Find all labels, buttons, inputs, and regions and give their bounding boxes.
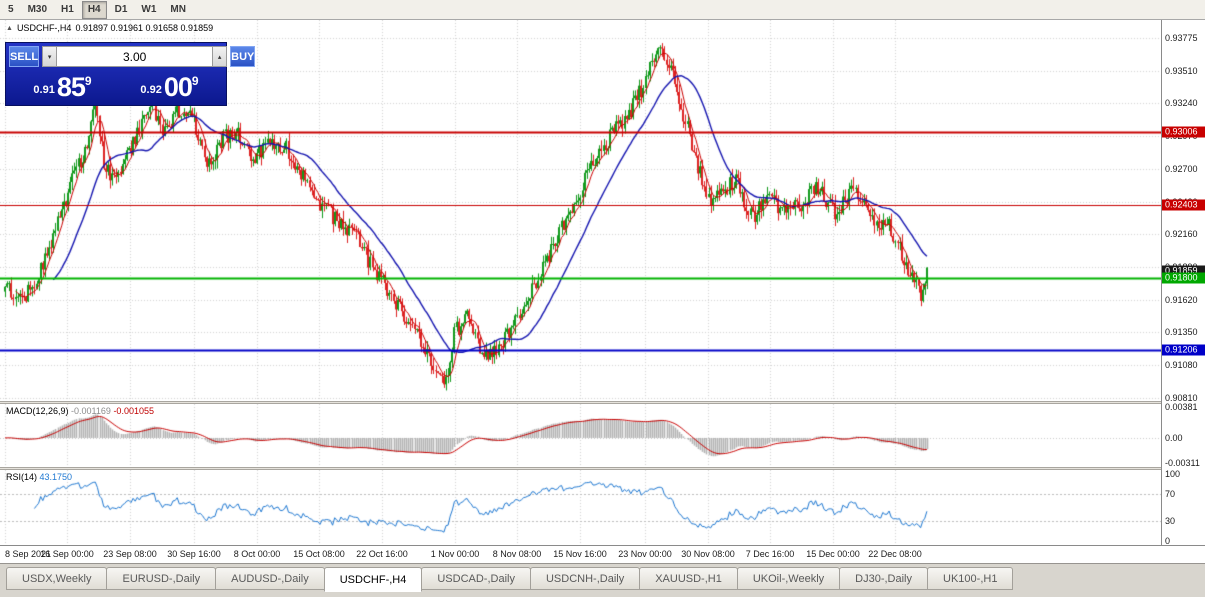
one-click-trading-panel: SELL ▾ ▴ BUY 0.91 85 9 0.92 00 9 bbox=[5, 42, 256, 106]
sell-price-prefix: 0.91 bbox=[33, 84, 55, 96]
rsi-value: 43.1750 bbox=[39, 472, 73, 482]
buy-price-pipette: 9 bbox=[191, 74, 199, 88]
time-axis-label: 23 Sep 08:00 bbox=[103, 549, 157, 559]
price-tag-0.92403: 0.92403 bbox=[1162, 199, 1205, 211]
rsi-axis-label: 30 bbox=[1165, 515, 1176, 526]
chart-tab-usdchf-h4[interactable]: USDCHF-,H4 bbox=[323, 567, 423, 592]
rsi-name: RSI(14) bbox=[6, 472, 38, 482]
time-axis-label: 15 Oct 08:00 bbox=[293, 549, 345, 559]
macd-main-value: -0.001169 bbox=[71, 406, 111, 416]
sell-button[interactable]: SELL bbox=[9, 46, 40, 67]
timeframe-button-m30[interactable]: M30 bbox=[27, 4, 48, 15]
price-tag-0.91859: 0.91859 bbox=[1162, 265, 1205, 277]
chart-tab-ukoil-weekly[interactable]: UKOil-,Weekly bbox=[736, 567, 841, 590]
buy-price[interactable]: 0.92 00 9 bbox=[116, 67, 223, 102]
macd-axis-label: 0.00381 bbox=[1165, 402, 1198, 413]
chart-tab-eurusd-daily[interactable]: EURUSD-,Daily bbox=[106, 567, 217, 590]
time-axis-label: 8 Oct 00:00 bbox=[233, 549, 281, 559]
time-axis-label: 30 Nov 08:00 bbox=[681, 549, 735, 559]
buy-price-prefix: 0.92 bbox=[140, 84, 162, 96]
chart-tab-uk100-h1[interactable]: UK100-,H1 bbox=[927, 567, 1014, 590]
time-axis-label: 8 Nov 08:00 bbox=[492, 549, 542, 559]
chart-tab-xauusd-h1[interactable]: XAUUSD-,H1 bbox=[639, 567, 738, 590]
rsi-label: RSI(14) 43.1750 bbox=[6, 472, 72, 482]
price-tag-0.91800: 0.91800 bbox=[1162, 272, 1205, 284]
chart-tab-usdcad-daily[interactable]: USDCAD-,Daily bbox=[421, 567, 531, 590]
macd-name: MACD(12,26,9) bbox=[6, 406, 69, 416]
volume-control: ▾ ▴ bbox=[42, 46, 228, 67]
price-axis-label: 0.91080 bbox=[1165, 360, 1198, 370]
time-axis[interactable]: 8 Sep 2021 16 Sep 00:00 23 Sep 08:00 30 Sep… bbox=[0, 545, 1205, 563]
time-axis-label: 7 Dec 16:00 bbox=[745, 549, 795, 559]
timeframe-button-w1[interactable]: W1 bbox=[141, 4, 157, 15]
chart-tab-dj30-daily[interactable]: DJ30-,Daily bbox=[839, 567, 929, 590]
buy-price-big-digits: 00 bbox=[163, 72, 193, 102]
price-tag-0.93006: 0.93006 bbox=[1162, 126, 1205, 138]
macd-canvas[interactable] bbox=[0, 404, 1161, 467]
macd-axis-label: -0.00311 bbox=[1165, 458, 1200, 469]
price-axis-label: 0.91350 bbox=[1165, 327, 1198, 338]
time-axis-label: 22 Dec 08:00 bbox=[868, 549, 922, 559]
chart-symbol-label: USDCHF-,H4 bbox=[16, 23, 72, 33]
rsi-axis-label: 70 bbox=[1165, 489, 1176, 500]
time-axis-label: 8 Sep 2021 bbox=[5, 549, 52, 559]
chart-region: ▲ USDCHF-,H4 0.91897 0.91961 0.91658 0.9… bbox=[0, 20, 1205, 563]
chart-tab-bar: USDX,Weekly EURUSD-,Daily AUDUSD-,Daily USD… bbox=[0, 563, 1205, 597]
volume-input[interactable] bbox=[57, 46, 213, 67]
time-axis-label: 30 Sep 16:00 bbox=[167, 549, 221, 559]
macd-pane-splitter[interactable] bbox=[0, 401, 1205, 404]
volume-decrease-button[interactable]: ▾ bbox=[42, 46, 58, 67]
rsi-pane-splitter[interactable] bbox=[0, 467, 1205, 470]
rsi-axis-label: 0 bbox=[1165, 536, 1171, 546]
buy-button[interactable]: BUY bbox=[230, 46, 256, 67]
collapse-panel-icon[interactable]: ▲ bbox=[6, 24, 13, 32]
chart-tab-usdx-weekly[interactable]: USDX,Weekly bbox=[6, 567, 108, 590]
price-axis-label: 0.92700 bbox=[1165, 163, 1198, 174]
volume-increase-button[interactable]: ▴ bbox=[212, 46, 228, 67]
time-axis-label: 22 Oct 16:00 bbox=[356, 549, 408, 559]
time-axis-label: 15 Nov 16:00 bbox=[553, 549, 607, 559]
time-axis-label: 23 Nov 00:00 bbox=[618, 549, 672, 559]
timeframe-button-h1[interactable]: H1 bbox=[61, 4, 74, 15]
time-axis-label: 1 Nov 00:00 bbox=[430, 549, 480, 559]
timeframe-button-d1[interactable]: D1 bbox=[114, 4, 128, 15]
macd-axis-label: 0.00 bbox=[1165, 432, 1183, 443]
chart-title: ▲ USDCHF-,H4 0.91897 0.91961 0.91658 0.9… bbox=[6, 23, 213, 33]
price-axis-label: 0.90810 bbox=[1165, 392, 1198, 403]
sell-price-pipette: 9 bbox=[84, 74, 92, 88]
price-axis-label: 0.93775 bbox=[1165, 33, 1198, 43]
chart-tab-usdcnh-daily[interactable]: USDCNH-,Daily bbox=[529, 567, 641, 590]
price-axis-label: 0.91620 bbox=[1165, 294, 1198, 305]
macd-label: MACD(12,26,9) -0.001169 -0.001055 bbox=[6, 406, 154, 416]
time-axis-label: 15 Dec 00:00 bbox=[806, 549, 860, 559]
chart-tab-audusd-daily[interactable]: AUDUSD-,Daily bbox=[215, 567, 325, 590]
timeframe-button-5[interactable]: 5 bbox=[8, 4, 14, 15]
sell-price-big-digits: 85 bbox=[56, 72, 86, 102]
timeframe-toolbar: 5 M30 H1 H4 D1 W1 MN bbox=[0, 0, 1205, 20]
rsi-canvas[interactable] bbox=[0, 470, 1161, 545]
chart-ohlc-label: 0.91897 0.91961 0.91658 0.91859 bbox=[75, 23, 214, 33]
rsi-axis-label: 100 bbox=[1165, 469, 1181, 479]
timeframe-button-h4[interactable]: H4 bbox=[81, 0, 107, 19]
price-axis-label: 0.93510 bbox=[1165, 65, 1198, 76]
macd-signal-value: -0.001055 bbox=[113, 406, 154, 416]
timeframe-button-mn[interactable]: MN bbox=[170, 4, 186, 15]
price-tag-0.91206: 0.91206 bbox=[1162, 344, 1205, 356]
price-axis-label: 0.93240 bbox=[1165, 98, 1198, 109]
sell-price[interactable]: 0.91 85 9 bbox=[9, 67, 116, 102]
time-axis-label: 16 Sep 00:00 bbox=[40, 549, 94, 559]
price-axis[interactable]: 0.937750.935100.932400.929700.927000.924… bbox=[1161, 20, 1205, 546]
price-axis-label: 0.92160 bbox=[1165, 229, 1198, 240]
